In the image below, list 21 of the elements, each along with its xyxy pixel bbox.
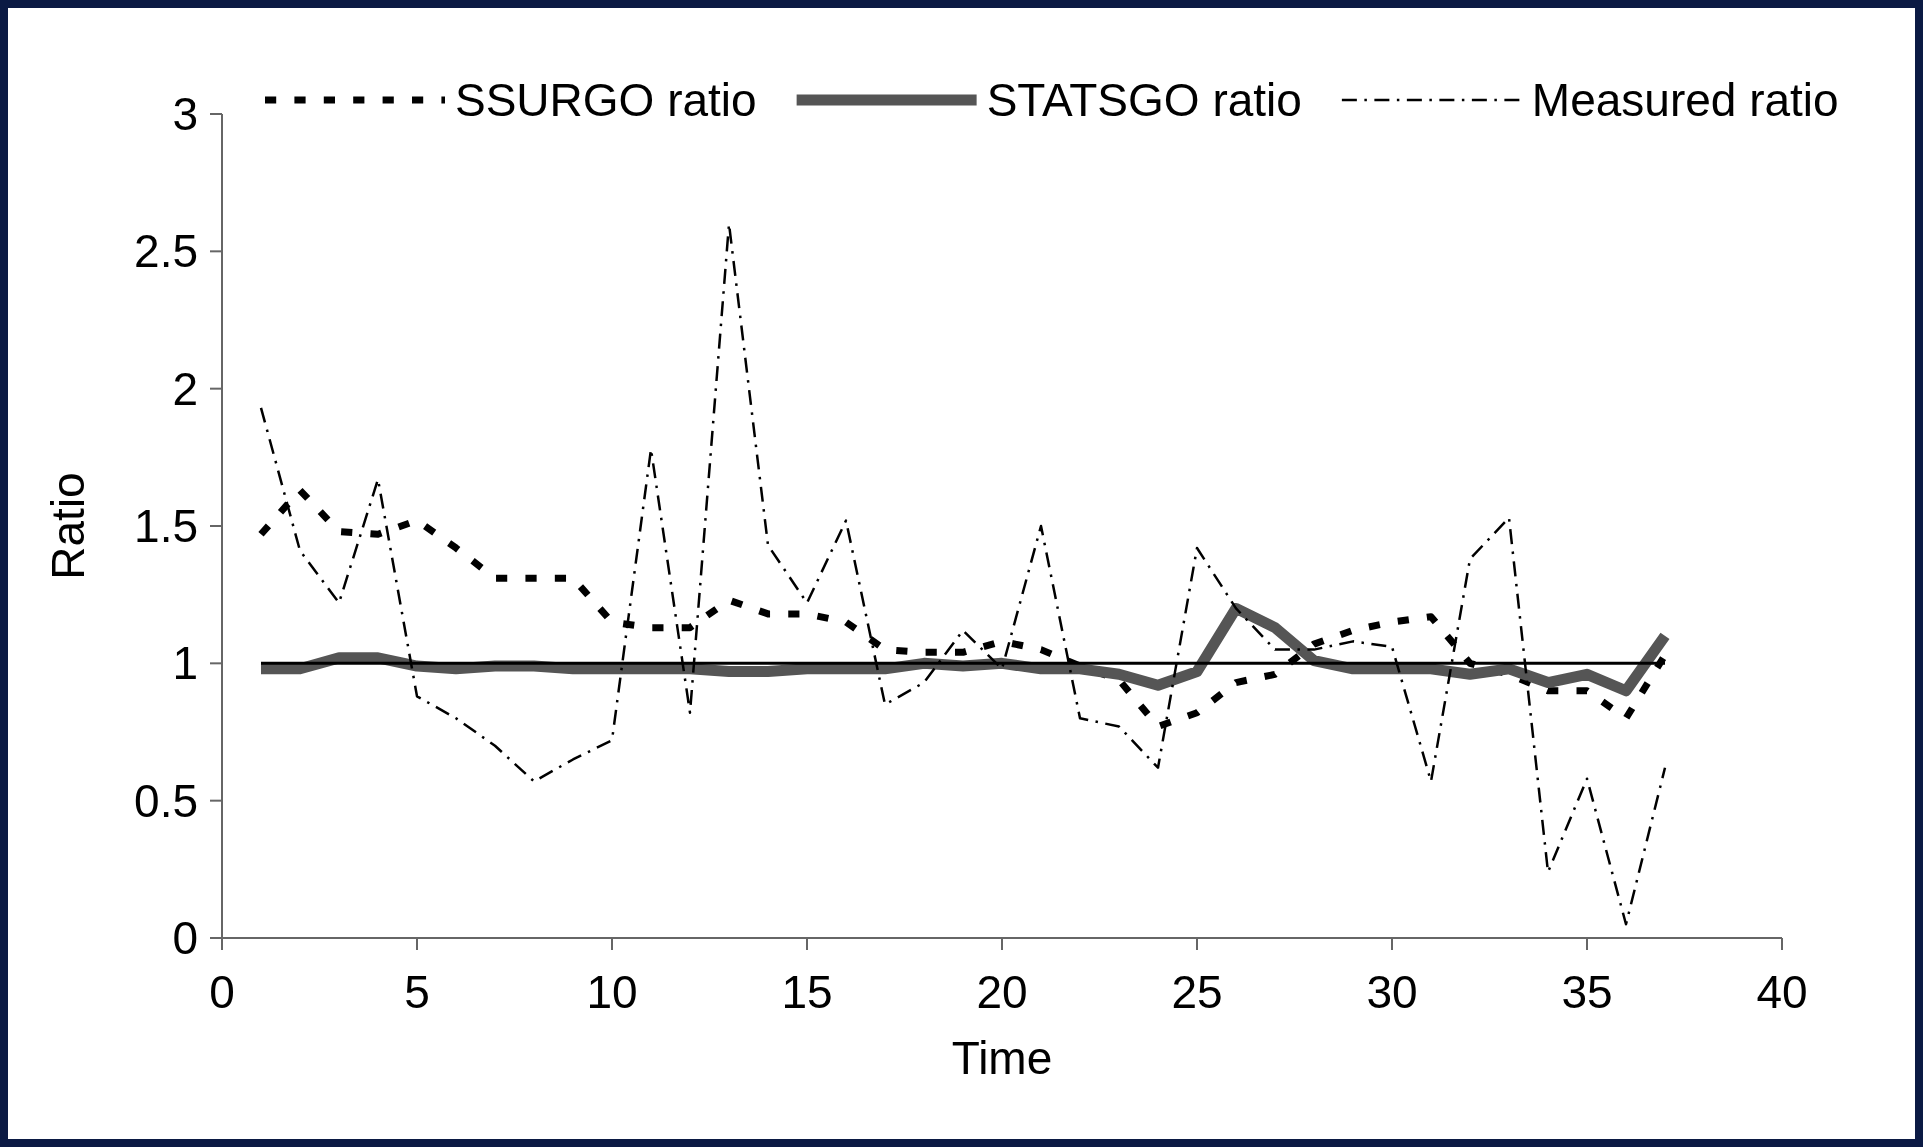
x-tick-label: 0 [209, 966, 235, 1018]
y-tick-label: 2 [172, 362, 198, 415]
x-tick-label: 15 [781, 966, 833, 1018]
x-tick-label: 40 [1756, 966, 1808, 1018]
legend-label: SSURGO ratio [455, 74, 757, 127]
y-tick-label: 1 [172, 637, 198, 690]
y-tick-label: 0 [172, 912, 198, 965]
x-tick-label: 35 [1561, 966, 1613, 1018]
x-tick-label: 30 [1366, 966, 1418, 1018]
x-tick-label: 5 [404, 966, 430, 1018]
x-tick-label: 10 [586, 966, 638, 1018]
y-tick-label: 0.5 [134, 774, 198, 827]
x-axis-title: Time [951, 1032, 1053, 1084]
y-axis-title: Ratio [42, 472, 94, 580]
y-tick-label: 1.5 [134, 500, 198, 553]
y-tick-label: 2.5 [134, 225, 198, 278]
x-tick-label: 25 [1171, 966, 1223, 1018]
legend-label: Measured ratio [1531, 74, 1839, 127]
y-tick-label: 3 [172, 88, 198, 141]
legend-label: STATSGO ratio [986, 74, 1302, 127]
x-tick-label: 20 [976, 966, 1028, 1018]
